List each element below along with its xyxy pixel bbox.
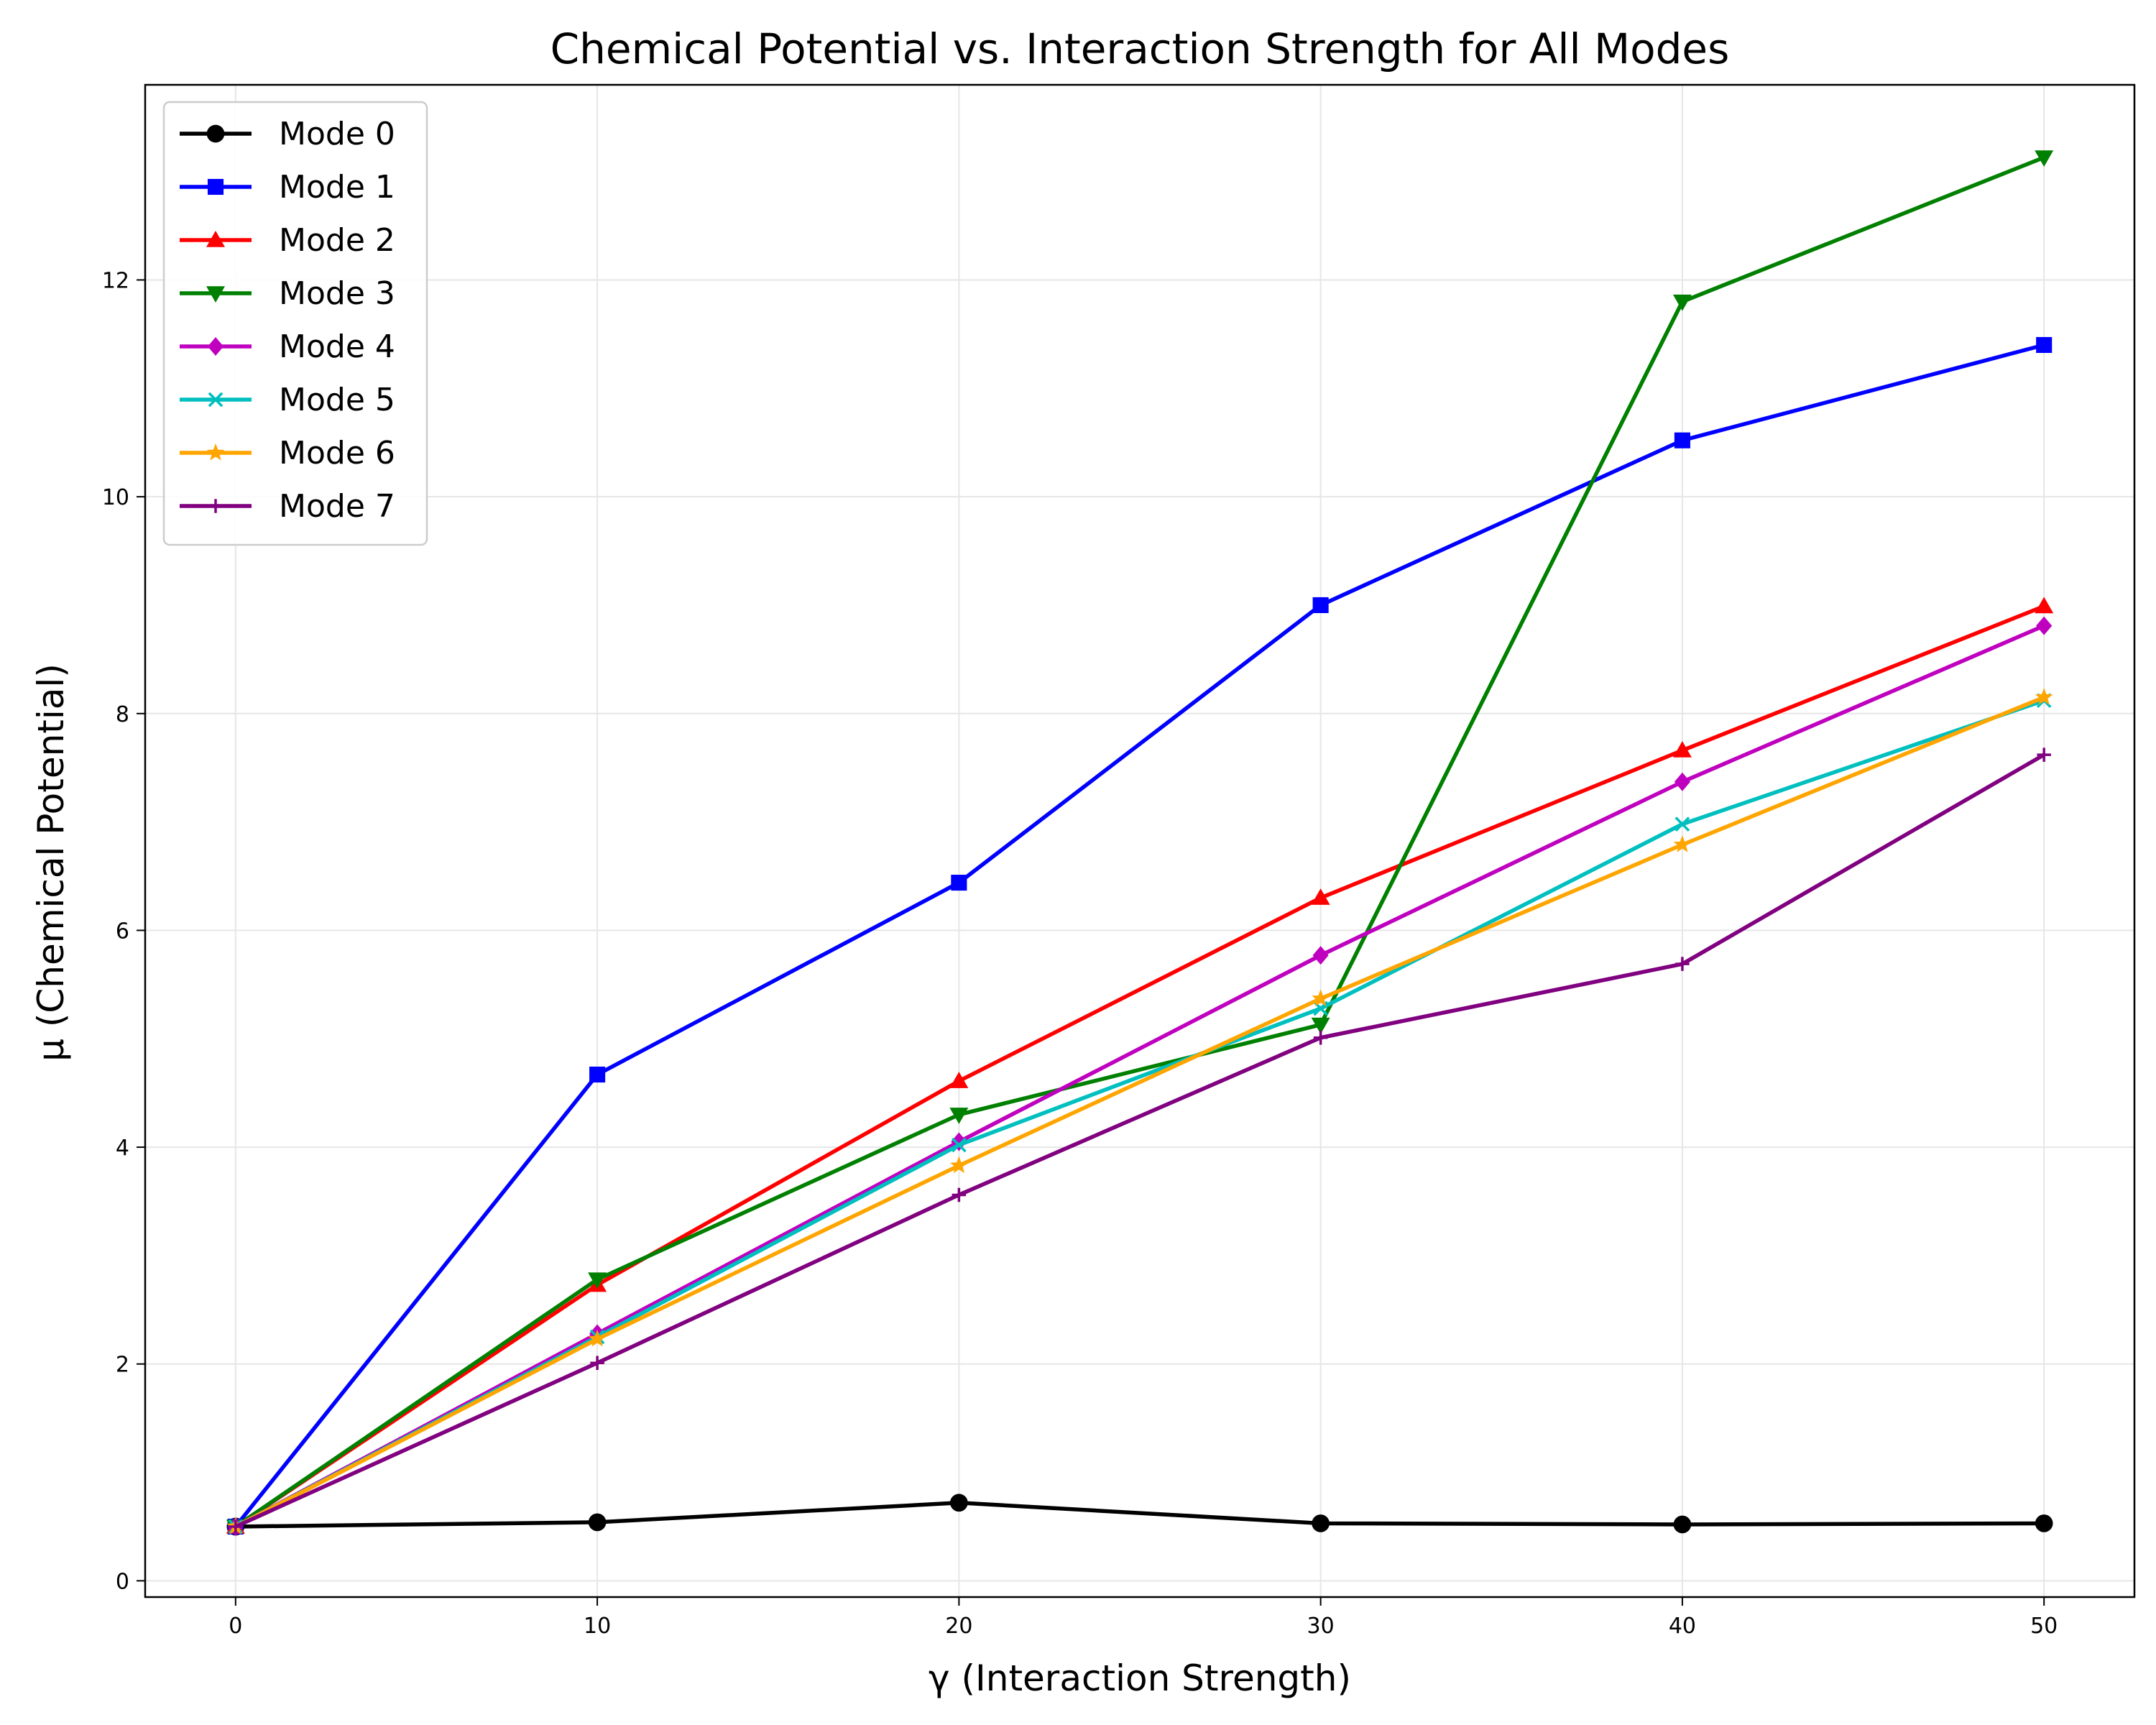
- data-point: [229, 1519, 243, 1534]
- legend-box: [162, 101, 428, 546]
- series-line: [234, 155, 2045, 1529]
- series-1: [227, 336, 2053, 1535]
- series-line: [234, 343, 2045, 1528]
- legend-item: Mode 6: [180, 435, 395, 472]
- y-tick-label: 4: [116, 1136, 129, 1161]
- y-tick-label: 12: [102, 268, 129, 293]
- legend-label: Mode 6: [279, 435, 395, 472]
- plot-frame: [144, 83, 2136, 1598]
- data-point: [2035, 597, 2054, 614]
- data-point: [1312, 597, 1329, 614]
- data-point: [1311, 1017, 1330, 1034]
- series-line: [234, 695, 2045, 1529]
- legend-item: Mode 5: [180, 382, 395, 418]
- data-point: [2036, 336, 2053, 354]
- data-point: [2035, 1514, 2053, 1532]
- y-tick-label: 6: [116, 919, 129, 944]
- data-point: [588, 1272, 607, 1289]
- legend-label: Mode 2: [279, 222, 395, 259]
- data-point: [1313, 1031, 1328, 1045]
- data-point: [207, 337, 224, 356]
- x-tick-label: 30: [1307, 1614, 1335, 1639]
- legend-item: Mode 0: [180, 116, 395, 152]
- series-7: [229, 748, 2051, 1534]
- data-point: [951, 875, 967, 891]
- data-point: [2035, 688, 2053, 705]
- data-point: [2037, 748, 2051, 762]
- data-point: [2036, 616, 2053, 635]
- data-point: [208, 499, 223, 513]
- series-layer: [226, 150, 2054, 1536]
- x-tick-label: 40: [1669, 1614, 1696, 1639]
- data-point: [2035, 150, 2054, 167]
- legend-label: Mode 1: [279, 169, 395, 206]
- data-point: [1311, 888, 1330, 905]
- series-line: [234, 604, 2045, 1529]
- legend-item: Mode 3: [180, 275, 395, 312]
- data-point: [206, 231, 225, 247]
- legend-label: Mode 5: [279, 382, 395, 418]
- x-axis-label: γ (Interaction Strength): [929, 1657, 1351, 1699]
- chart-title: Chemical Potential vs. Interaction Stren…: [550, 24, 1730, 73]
- data-point: [950, 1156, 968, 1174]
- data-point: [952, 1187, 967, 1202]
- data-point: [950, 1494, 968, 1512]
- data-point: [1674, 772, 1690, 791]
- series-line: [235, 1501, 2045, 1529]
- data-point: [206, 124, 225, 143]
- data-point: [590, 1356, 604, 1370]
- data-point: [949, 1072, 969, 1088]
- y-axis-label: μ (Chemical Potential): [30, 663, 72, 1062]
- data-point: [588, 1513, 607, 1532]
- data-point: [1673, 1515, 1692, 1534]
- data-point: [952, 1137, 967, 1153]
- data-point: [1672, 741, 1692, 758]
- series-2: [226, 597, 2054, 1534]
- data-point: [1312, 1514, 1330, 1532]
- legend-item: Mode 4: [180, 328, 395, 365]
- legend-label: Mode 4: [279, 328, 395, 365]
- data-point: [1673, 835, 1692, 852]
- grid-lines: [145, 85, 2134, 1597]
- series-3: [226, 150, 2054, 1536]
- data-point: [1312, 989, 1330, 1006]
- legend-label: Mode 7: [279, 488, 395, 525]
- data-point: [588, 1330, 607, 1347]
- x-tick-label: 0: [229, 1614, 242, 1639]
- x-tick-label: 10: [584, 1614, 611, 1639]
- data-point: [206, 443, 225, 461]
- x-tick-label: 20: [945, 1614, 972, 1639]
- legend-item: Mode 7: [180, 488, 395, 525]
- x-tick-label: 50: [2030, 1614, 2058, 1639]
- data-point: [208, 392, 224, 408]
- data-point: [949, 1108, 969, 1124]
- legend-item: Mode 2: [180, 222, 395, 259]
- data-point: [1675, 957, 1690, 971]
- series-0: [226, 1494, 2053, 1536]
- axis-ticks: 0 10 20 30 40 50 0 2 4 6 8 10 12: [102, 268, 2058, 1639]
- data-point: [589, 1066, 606, 1083]
- data-point: [206, 286, 225, 303]
- legend-label: Mode 3: [279, 275, 395, 312]
- data-point: [207, 178, 224, 196]
- y-tick-label: 10: [102, 485, 129, 510]
- y-tick-label: 0: [116, 1569, 129, 1594]
- y-tick-label: 2: [116, 1353, 129, 1378]
- data-point: [1672, 294, 1692, 311]
- series-line: [234, 753, 2045, 1529]
- data-point: [1674, 432, 1690, 448]
- series-line: [234, 624, 2045, 1529]
- legend: Mode 0 Mode 1 Mode 2 Mode 3 Mode 4 Mode 5 Mode…: [162, 101, 428, 546]
- legend-item: Mode 1: [180, 169, 395, 206]
- data-point: [1312, 946, 1329, 965]
- data-point: [1674, 816, 1690, 832]
- y-tick-label: 8: [116, 702, 129, 727]
- legend-label: Mode 0: [279, 116, 395, 152]
